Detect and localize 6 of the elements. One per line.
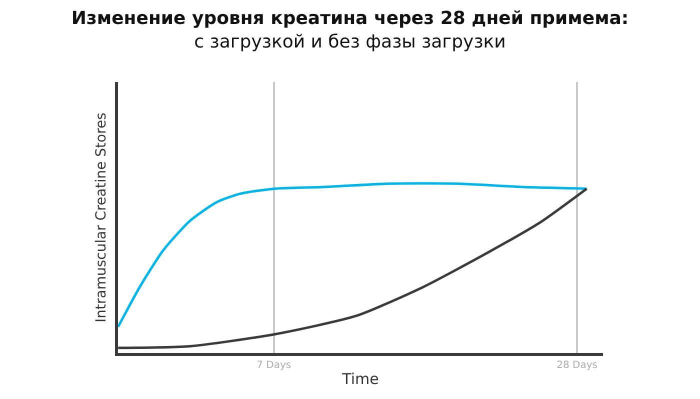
chart-title: Изменение уровня креатина через 28 дней примема: [71, 8, 629, 29]
x-axis-title: Time [341, 370, 379, 388]
x-tick-label: 7 Days [256, 360, 292, 371]
y-axis-title: Intramuscular Creatine Stores [94, 112, 110, 322]
chart-subtitle: с загрузкой и без фазы загрузки [194, 31, 506, 52]
x-tick-label: 28 Days [556, 360, 598, 371]
